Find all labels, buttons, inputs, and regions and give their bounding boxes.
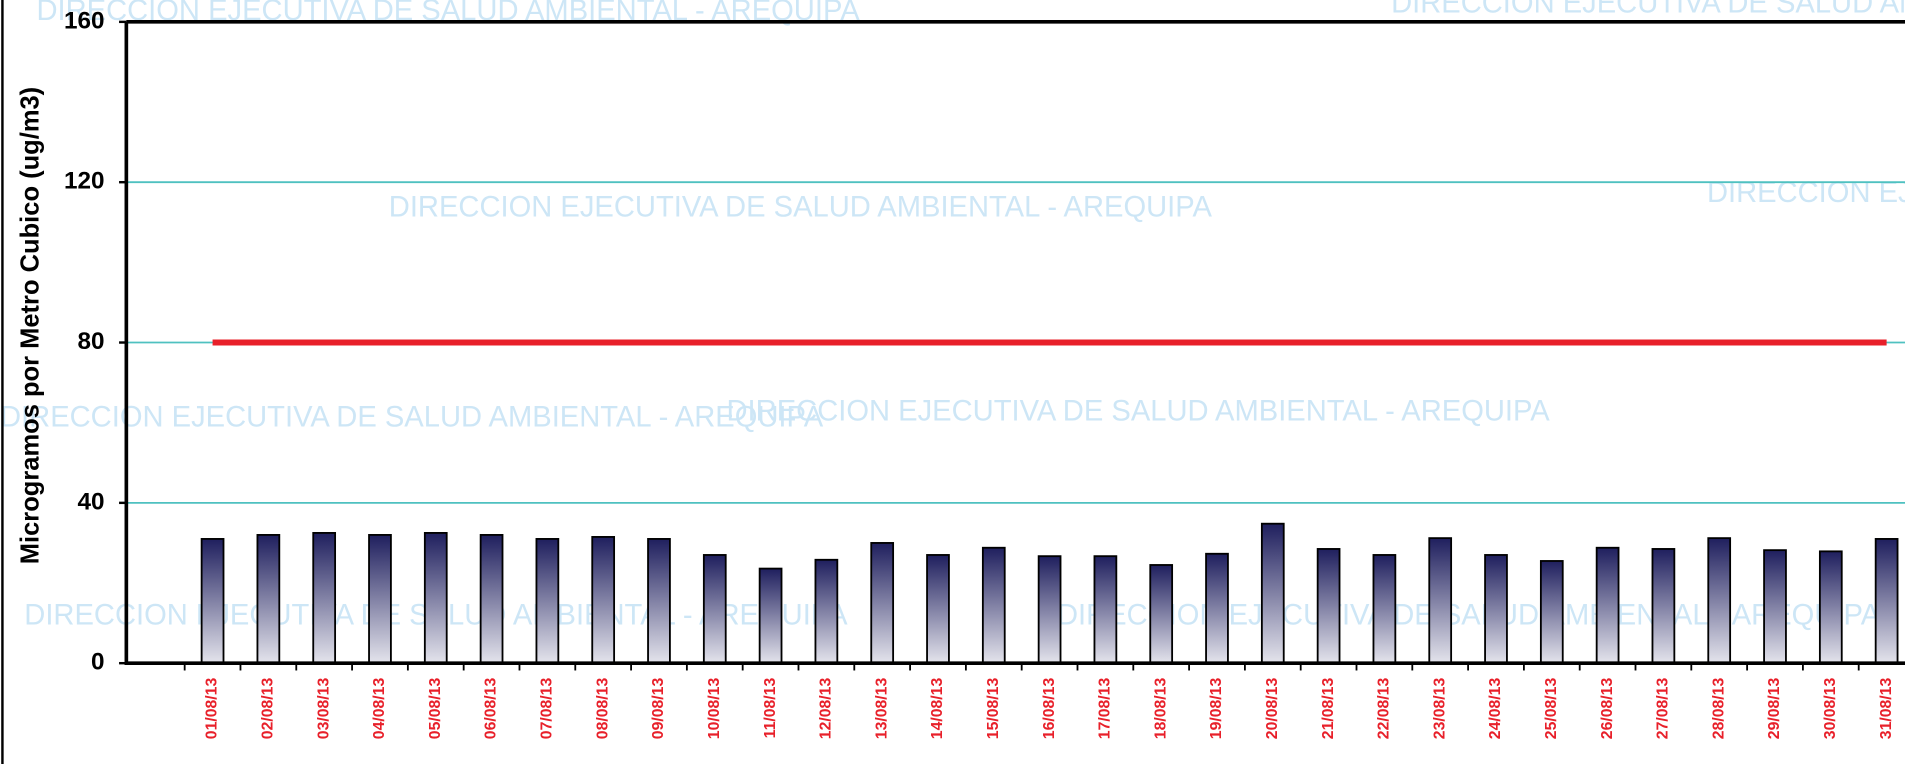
bar — [1262, 524, 1284, 663]
bar — [983, 548, 1005, 663]
x-tick-label: 30/08/13 — [1822, 678, 1839, 740]
x-tick-label: 10/08/13 — [706, 678, 723, 740]
bar — [1764, 550, 1786, 663]
bar — [257, 535, 279, 663]
x-tick-label: 18/08/13 — [1152, 678, 1169, 740]
page-border — [1, 0, 3, 764]
bar — [927, 555, 949, 663]
x-tick-label: 19/08/13 — [1208, 678, 1225, 740]
watermark-text: DIRECCION EJECUTIVA DE SALUD AMBIENTAL -… — [389, 192, 1213, 224]
bar — [1206, 554, 1228, 663]
x-tick-label: 02/08/13 — [260, 678, 277, 740]
x-tick-label: 07/08/13 — [539, 678, 556, 740]
x-tick-label: 28/08/13 — [1710, 678, 1727, 740]
bar — [425, 533, 447, 663]
bar — [592, 537, 614, 663]
bar — [1429, 538, 1451, 663]
x-tick-label: 09/08/13 — [650, 678, 667, 740]
bar — [369, 535, 391, 663]
x-tick-label: 24/08/13 — [1487, 678, 1504, 740]
bar — [1597, 548, 1619, 663]
bar — [1373, 555, 1395, 663]
x-tick-label: 26/08/13 — [1599, 678, 1616, 740]
chart: DIRECCION EJECUTIVA DE SALUD AMBIENTAL -… — [0, 0, 1905, 764]
x-tick-label: 11/08/13 — [762, 678, 779, 739]
watermark-text: DIRECCION EJECUTIVA DE SALUD AMBIENTAL -… — [0, 402, 824, 434]
x-tick-label: 17/08/13 — [1097, 678, 1114, 740]
bar — [815, 560, 837, 663]
bar — [1485, 555, 1507, 663]
y-tick-label: 40 — [77, 488, 104, 515]
y-tick-label: 80 — [77, 328, 104, 355]
x-tick-label: 04/08/13 — [371, 678, 388, 740]
bar — [871, 543, 893, 663]
x-tick-label: 29/08/13 — [1766, 678, 1783, 740]
y-tick-label: 0 — [91, 649, 105, 676]
bar — [536, 539, 558, 663]
page: DIRECCION EJECUTIVA DE SALUD AMBIENTAL -… — [0, 0, 1905, 769]
bar — [704, 555, 726, 663]
y-axis-label: Microgramos por Metro Cubico (ug/m3) — [16, 87, 44, 564]
x-tick-label: 12/08/13 — [818, 678, 835, 740]
bar — [313, 533, 335, 663]
watermark-layer: DIRECCION EJECUTIVA DE SALUD AMBIENTAL -… — [0, 0, 1905, 632]
x-tick-label: 25/08/13 — [1543, 678, 1560, 740]
x-tick-label: 14/08/13 — [929, 678, 946, 740]
bar — [648, 539, 670, 663]
x-tick-label: 23/08/13 — [1431, 678, 1448, 740]
watermark-text: DIRECCION EJECUTIVA DE SALUD AMBIENTAL -… — [727, 396, 1551, 428]
y-tick-label: 120 — [64, 168, 105, 195]
watermark-text: DIRECCION EJECUTIVA DE SALUD AMBIENTAL -… — [1057, 600, 1881, 632]
x-tick-label: 31/08/13 — [1878, 678, 1895, 740]
bar — [202, 539, 224, 663]
x-tick-label: 03/08/13 — [315, 678, 332, 740]
y-tick-label: 160 — [64, 7, 105, 34]
x-tick-label: 05/08/13 — [427, 678, 444, 740]
bar — [1318, 549, 1340, 663]
x-tick-label: 08/08/13 — [594, 678, 611, 740]
watermark-text: DIRECCION EJECUTIVA DE SALUD AMBIENTAL -… — [1391, 0, 1905, 20]
bar — [1708, 538, 1730, 663]
bar — [1150, 565, 1172, 663]
bar — [760, 569, 782, 664]
x-tick-label: 01/08/13 — [204, 678, 221, 740]
bar — [1652, 549, 1674, 663]
bar — [1039, 556, 1061, 663]
bar — [1820, 551, 1842, 663]
bar — [1876, 539, 1898, 663]
x-tick-label: 15/08/13 — [985, 678, 1002, 740]
x-tick-label: 27/08/13 — [1655, 678, 1672, 740]
bar — [481, 535, 503, 663]
x-tick-label: 16/08/13 — [1041, 678, 1058, 740]
x-tick-label: 20/08/13 — [1264, 678, 1281, 740]
x-tick-label: 13/08/13 — [873, 678, 890, 740]
x-tick-label: 06/08/13 — [483, 678, 500, 740]
bar — [1094, 556, 1116, 663]
x-tick-label: 21/08/13 — [1320, 678, 1337, 740]
x-tick-label: 22/08/13 — [1376, 678, 1393, 740]
bar — [1541, 561, 1563, 663]
